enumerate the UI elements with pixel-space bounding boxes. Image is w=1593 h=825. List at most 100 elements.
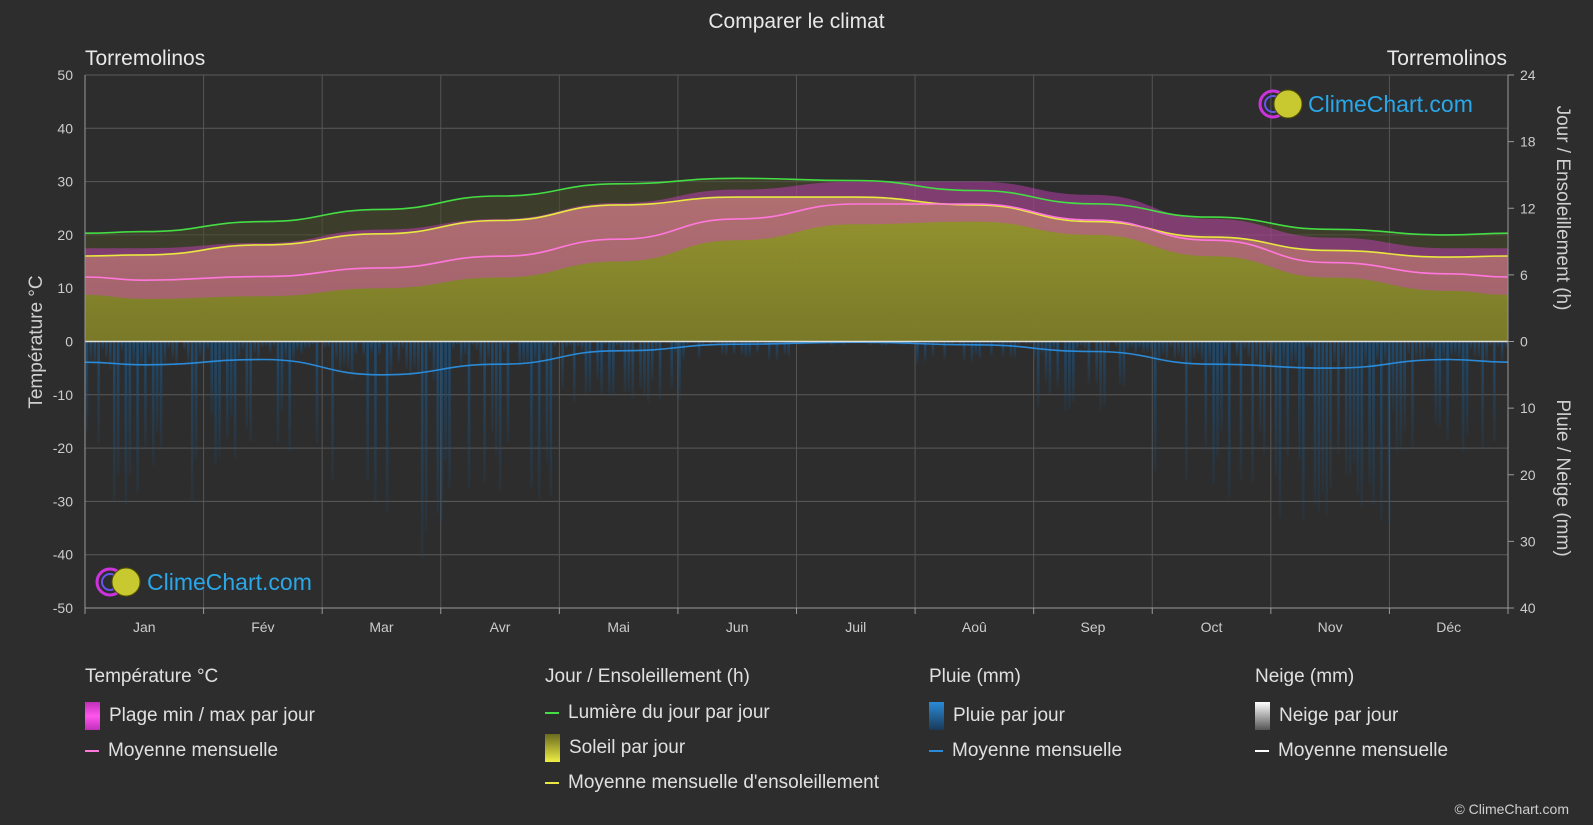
rain-day-bar (1485, 341, 1488, 362)
rain-day-bar (284, 341, 288, 358)
rain-day-bar (647, 341, 650, 403)
rain-day-bar (670, 341, 674, 388)
rain-day-bar (1270, 341, 1274, 359)
rain-day-bar (1278, 341, 1282, 518)
rain-day-bar (880, 341, 884, 346)
rain-day-bar (654, 341, 658, 352)
rain-day-bar (1282, 341, 1286, 368)
temp-range-swatch (85, 702, 100, 730)
rain-day-bar (385, 341, 389, 513)
rain-day-bar (253, 341, 256, 353)
legend-snow-daily-label: Neige par jour (1279, 705, 1399, 726)
rain-day-bar (1005, 341, 1009, 345)
rain-day-bar (545, 341, 549, 463)
y-left-tick-label: -30 (53, 493, 73, 509)
rain-day-bar (767, 341, 771, 360)
rain-day-bar (764, 341, 767, 344)
rain-day-bar (1504, 341, 1508, 347)
rain-day-bar (1457, 341, 1461, 359)
legend-daylight-label: Lumière du jour par jour (568, 702, 770, 723)
rain-day-bar (994, 341, 997, 344)
rain-day-bar (276, 341, 280, 444)
rain-day-bar (1259, 341, 1262, 432)
rain-day-bar (335, 341, 338, 360)
rain-day-bar (650, 341, 654, 381)
rain-day-bar (140, 341, 143, 364)
rain-day-bar (1294, 341, 1297, 363)
rain-day-bar (487, 341, 490, 359)
legend-temperature: Température °C Plage min / max par jour … (85, 666, 315, 762)
rain-day-bar (869, 341, 872, 346)
rain-day-bar (740, 341, 744, 355)
rain-day-bar (1387, 341, 1391, 524)
legend-snow-mean-label: Moyenne mensuelle (1278, 740, 1449, 761)
rain-day-bar (1395, 341, 1399, 454)
rain-day-bar (943, 341, 946, 359)
rain-day-bar (682, 341, 685, 360)
rain-day-bar (311, 341, 315, 345)
rain-day-bar (1130, 341, 1134, 348)
rain-day-bar (389, 341, 393, 374)
legend-sunshine-label: Soleil par jour (569, 737, 686, 758)
rain-day-bar (1173, 341, 1176, 359)
legend-rain-daily: Pluie par jour (929, 702, 1122, 730)
climechart-logo-icon (1258, 89, 1303, 119)
rain-day-bar (1333, 341, 1336, 362)
rain-day-bar (163, 341, 167, 364)
rain-day-bar (725, 341, 728, 356)
rain-day-bar (315, 341, 319, 444)
rain-day-bar (1212, 341, 1215, 484)
rain-day-bar (1399, 341, 1403, 450)
y-left-tick-label: -40 (53, 547, 73, 563)
rain-day-bar (1095, 341, 1098, 384)
x-tick-label: Fév (251, 619, 274, 635)
rain-day-bar (608, 341, 611, 395)
rain-day-bar (1048, 341, 1052, 395)
rain-day-bar (93, 341, 97, 365)
rain-day-bar (1196, 341, 1200, 354)
x-tick-label: Avr (490, 619, 511, 635)
rain-day-bar (978, 341, 982, 359)
rain-day-bar (1227, 341, 1231, 499)
legend-temp-mean: Moyenne mensuelle (85, 740, 315, 762)
rain-day-bar (405, 341, 408, 370)
rain-day-bar (202, 341, 206, 363)
legend-rain: Pluie (mm) Pluie par jour Moyenne mensue… (929, 666, 1122, 762)
rain-day-bar (1134, 341, 1137, 354)
rain-day-bar (214, 341, 217, 466)
rain-day-bar (257, 341, 260, 362)
y-right-mm-tick-label: 20 (1520, 467, 1536, 483)
rain-day-bar (572, 341, 576, 403)
rain-day-bar (1064, 341, 1067, 411)
rain-day-bar (241, 341, 245, 351)
rain-day-bar (1426, 341, 1430, 349)
climate-chart: 50 40 30 20 10 0 -10 -20 -30 -40 -50 24 18 12 6 0 10 20 30… (53, 67, 1536, 635)
legend-rain-daily-label: Pluie par jour (953, 705, 1065, 726)
rain-day-bar (183, 341, 186, 350)
rain-day-bar (771, 341, 775, 344)
rain-day-bar (1204, 341, 1208, 451)
rain-day-bar (120, 341, 124, 351)
rain-day-bar (1153, 341, 1157, 471)
y-left-tick-label: 40 (57, 120, 73, 136)
rain-day-bar (974, 341, 978, 355)
rain-day-bar (611, 341, 615, 396)
daylight-line (84, 177, 1509, 236)
rain-day-bar (378, 341, 381, 355)
legend-sun-heading: Jour / Ensoleillement (h) (545, 666, 750, 687)
rain-day-bar (229, 341, 233, 417)
legend-sunshine: Soleil par jour (545, 734, 879, 762)
rain-day-bar (1356, 341, 1360, 495)
rain-day-bar (1188, 341, 1192, 369)
rain-day-bar (1013, 341, 1017, 358)
rain-day-bar (1286, 341, 1290, 458)
rain-day-bar (1298, 341, 1301, 460)
rain-day-bar (483, 341, 486, 484)
rain-day-bar (643, 341, 646, 396)
rain-day-bar (307, 341, 311, 349)
rain-day-bar (272, 341, 276, 347)
legend-daylight: Lumière du jour par jour (545, 702, 879, 724)
rain-day-bar (1274, 341, 1278, 478)
y-left-tick-label: 50 (57, 67, 73, 83)
rain-day-bar (1072, 341, 1075, 402)
